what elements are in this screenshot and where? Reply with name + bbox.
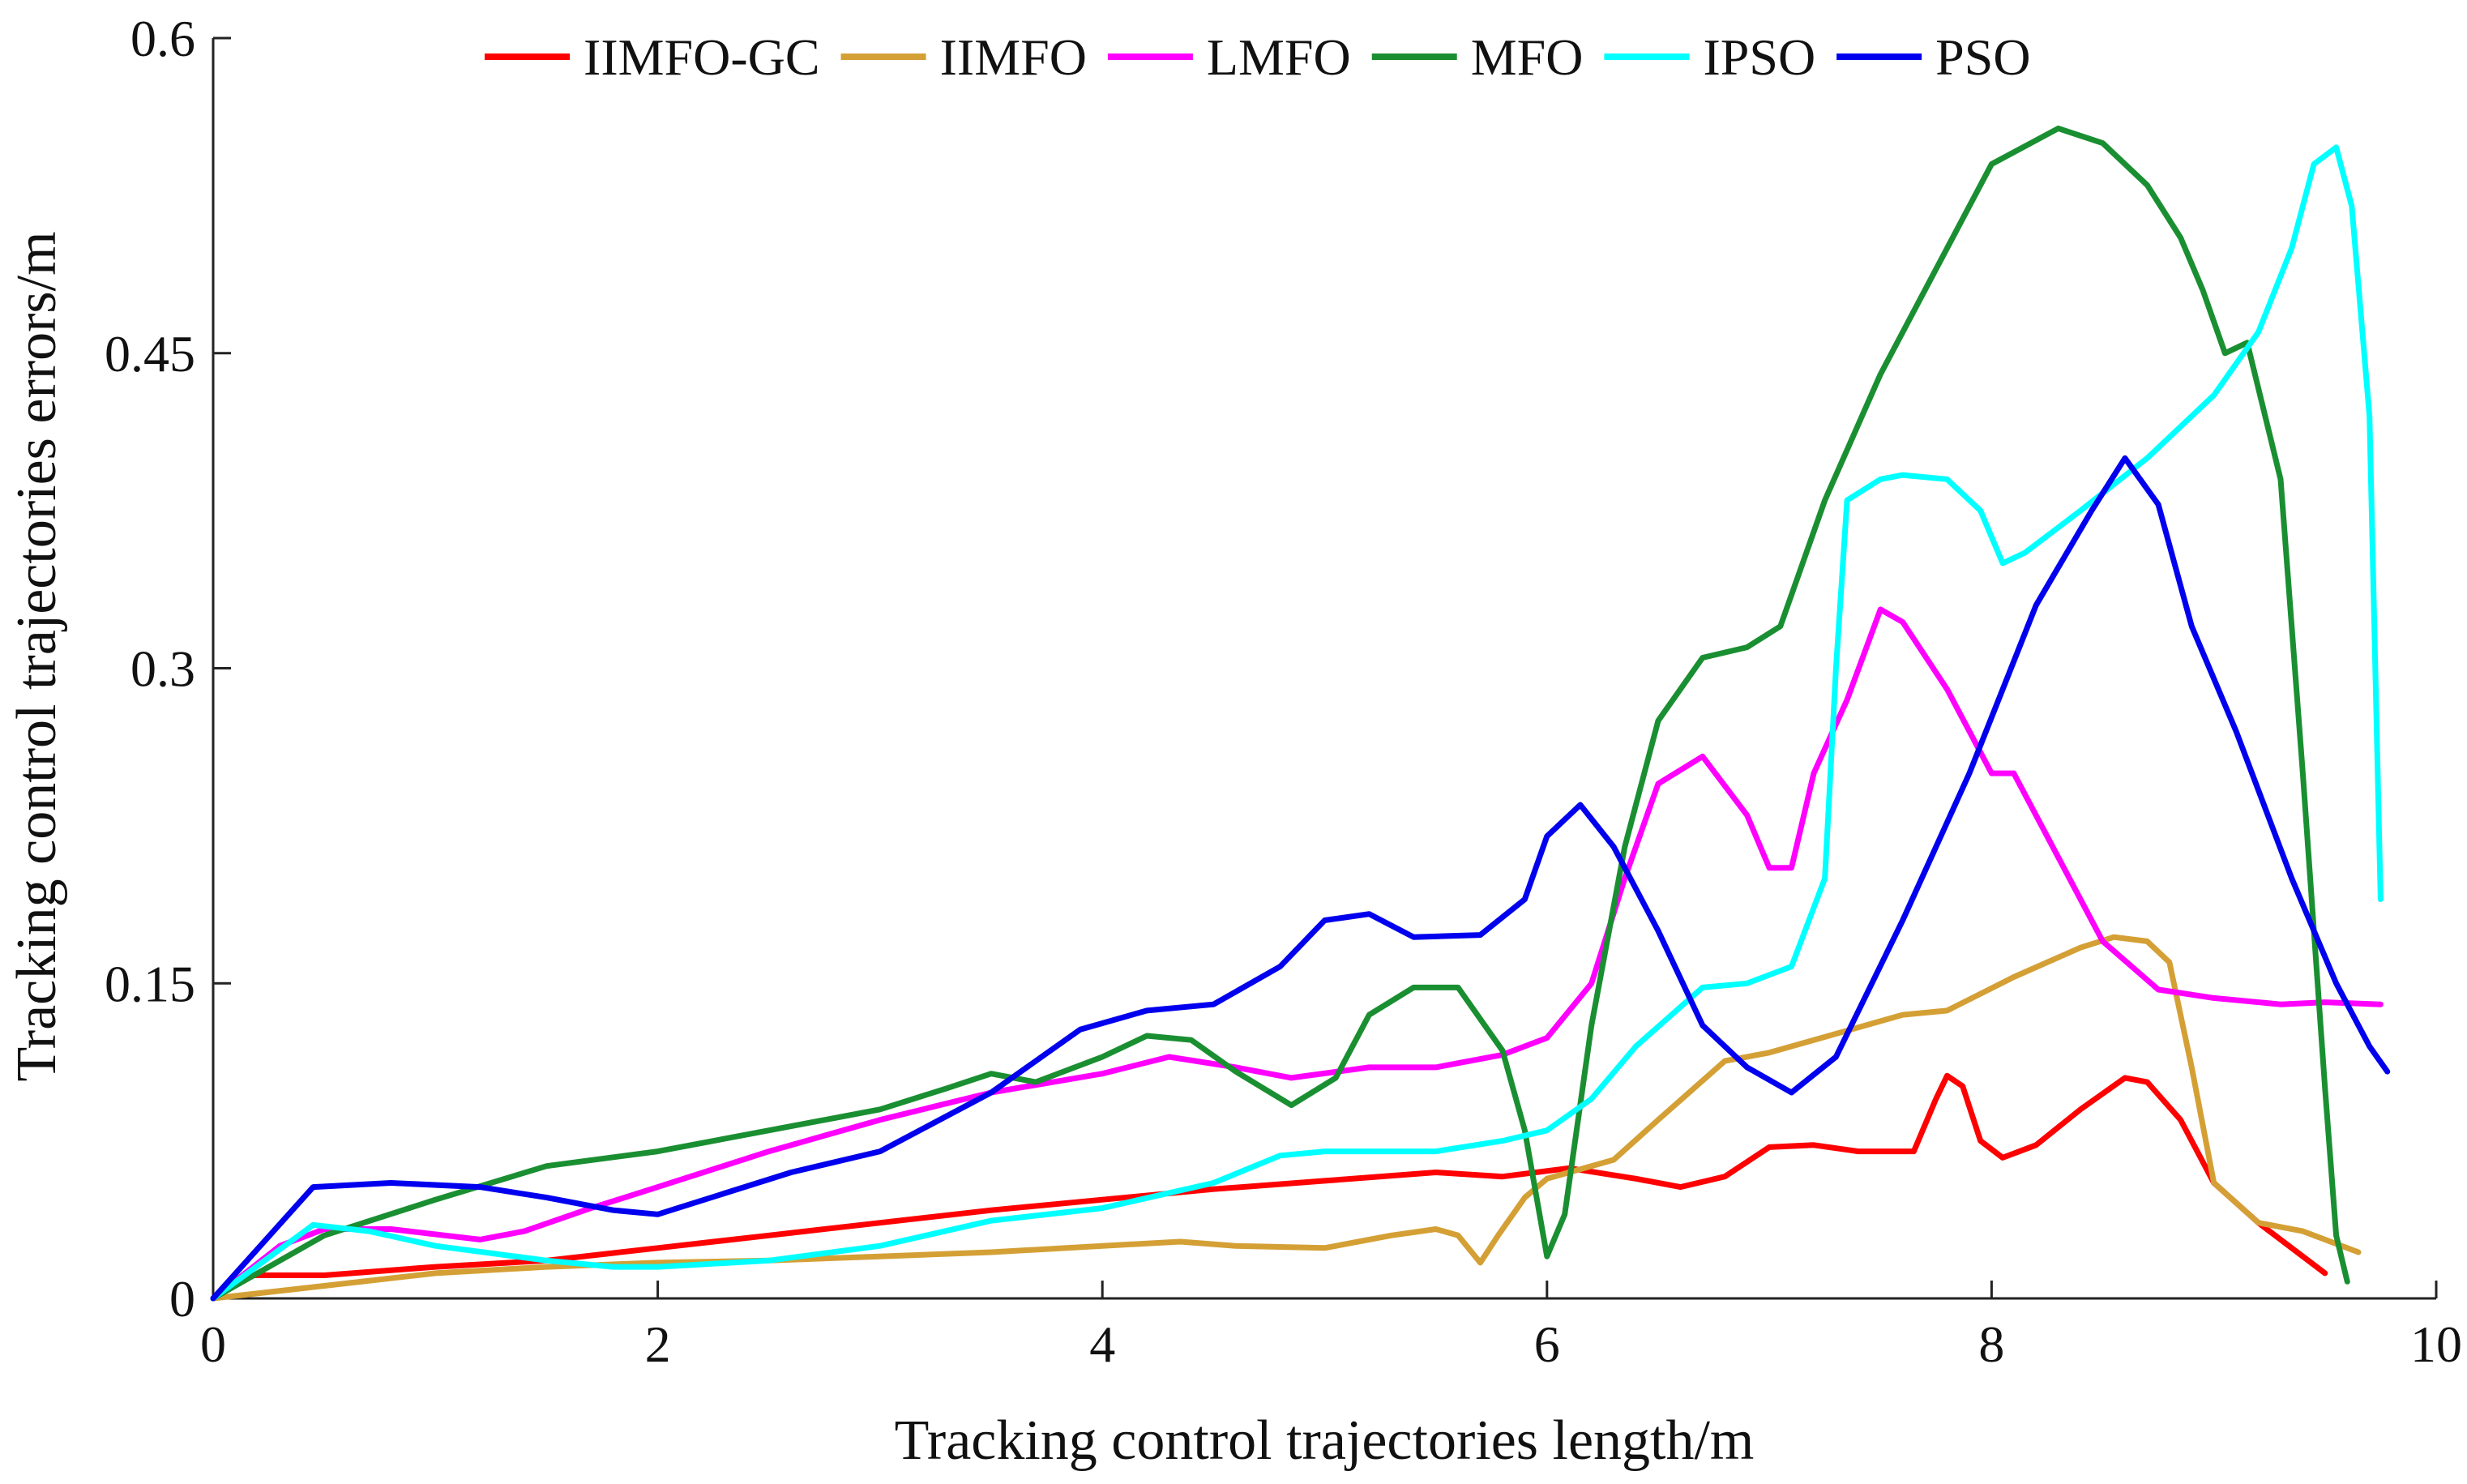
series-lines: [210, 125, 2391, 1302]
legend: IIMFO-GC IIMFO LMFO MFO IPSO PSO: [485, 28, 2031, 86]
legend-label-lmfo: LMFO: [1207, 28, 1351, 86]
series-line-mfo: [210, 125, 2350, 1302]
series-line-ipso: [210, 144, 2384, 1302]
legend-label-ipso: IPSO: [1703, 28, 1815, 86]
axes: 0 2 4 6 8 10 0 0.15 0.3 0.45 0.6: [105, 10, 2462, 1373]
y-axis-title: Tracking control trajectories errors/m: [6, 231, 68, 1081]
x-tick-label: 2: [645, 1315, 671, 1373]
y-tick-label: 0.45: [105, 325, 195, 383]
legend-label-mfo: MFO: [1471, 28, 1584, 86]
legend-label-iimfo: IIMFO: [940, 28, 1087, 86]
x-tick-label: 10: [2410, 1315, 2462, 1373]
series-line-iimfo: [210, 934, 2362, 1302]
legend-label-iimfo-gc: IIMFO-GC: [584, 28, 820, 86]
y-tick-label: 0: [169, 1270, 195, 1328]
legend-label-pso: PSO: [1935, 28, 2030, 86]
x-tick-label: 4: [1089, 1315, 1115, 1373]
x-axis-title: Tracking control trajectories length/m: [895, 1409, 1755, 1472]
x-tick-label: 0: [200, 1315, 226, 1373]
x-tick-label: 6: [1534, 1315, 1560, 1373]
series-line-pso: [210, 455, 2391, 1302]
x-tick-label: 8: [1978, 1315, 2004, 1373]
y-tick-label: 0.6: [130, 10, 195, 67]
series-line-iimfo-gc: [210, 1072, 2328, 1302]
y-tick-label: 0.15: [105, 955, 195, 1012]
y-tick-label: 0.3: [130, 640, 195, 698]
